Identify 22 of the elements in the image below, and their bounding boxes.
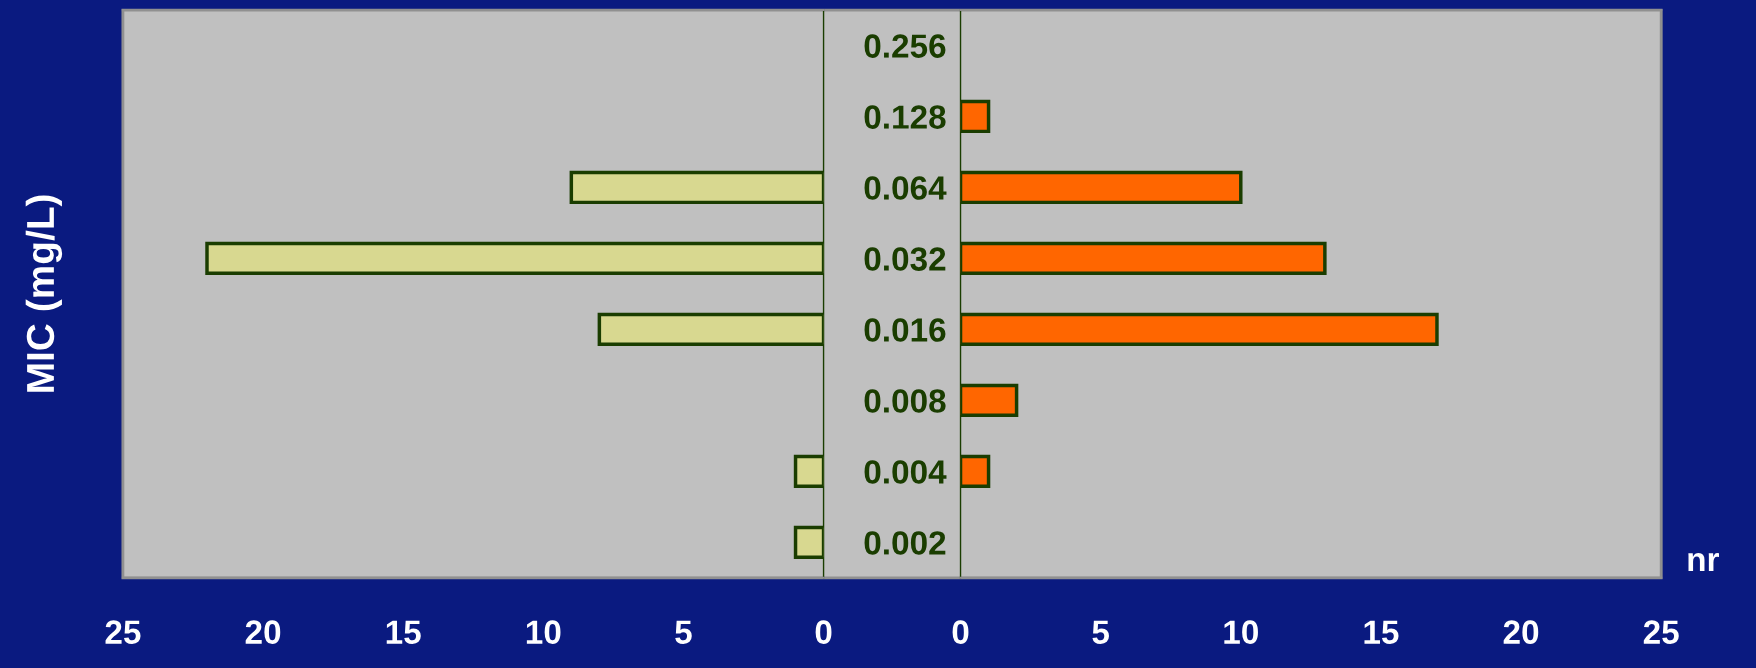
x-tick-label: 0 — [815, 620, 832, 644]
x-tick-label: 15 — [1364, 620, 1399, 644]
x-tick-label: 20 — [1503, 620, 1539, 644]
x-tick-label: 5 — [675, 620, 692, 644]
y-tick-label: 0.002 — [864, 531, 946, 555]
y-tick-label: 0.008 — [864, 389, 946, 413]
x-tick-label: 15 — [386, 620, 421, 644]
x-axis-title: nr — [1688, 552, 1720, 571]
x-tick-label: 25 — [1643, 620, 1679, 644]
y-axis-title: MIC (mg/L) — [25, 195, 63, 392]
x-tick-label: 25 — [105, 620, 141, 644]
y-tick-label: 0.016 — [864, 318, 946, 342]
y-tick-label: 0.256 — [864, 34, 946, 58]
y-tick-label: 0.064 — [864, 176, 947, 200]
y-tick-label: 0.032 — [864, 247, 946, 271]
x-tick-label: 0 — [952, 620, 969, 644]
y-tick-label: 0.004 — [864, 460, 947, 484]
x-tick-label: 5 — [1092, 620, 1109, 644]
x-tick-label: 20 — [245, 620, 281, 644]
x-tick-label: 10 — [526, 620, 561, 644]
y-tick-label: 0.128 — [864, 105, 946, 129]
x-tick-label: 10 — [1224, 620, 1258, 644]
